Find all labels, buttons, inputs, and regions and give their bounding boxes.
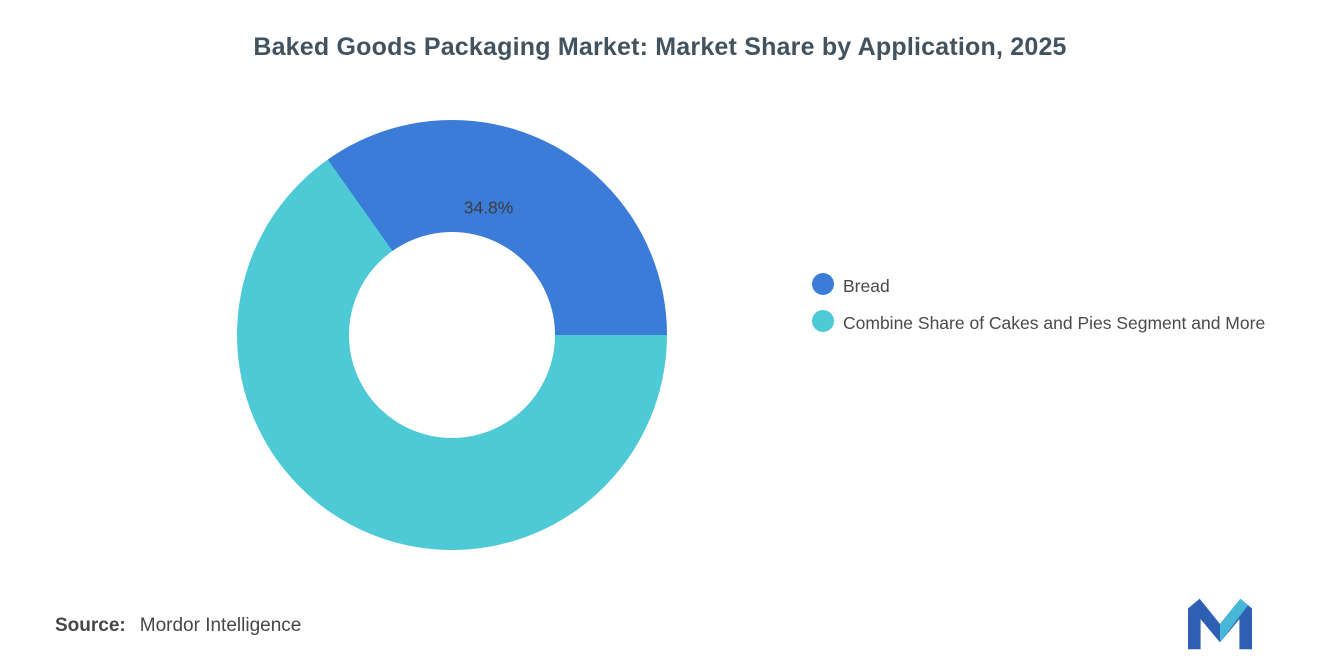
slice-label-bread: 34.8% [463,197,514,218]
source-value: Mordor Intelligence [139,615,302,636]
legend-label: Combine Share of Cakes and Pies Segment … [843,313,1266,333]
legend-label: Bread [843,276,890,296]
chart-title: Baked Goods Packaging Market: Market Sha… [253,33,1067,61]
donut-chart: 34.8% [237,120,667,550]
source-label: Source: [55,615,126,636]
donut-hole [349,232,555,438]
logo-accent-shape [1220,598,1249,643]
source-row: Source: Mordor Intelligence [55,615,301,637]
legend-swatch [812,273,834,295]
legend-swatch [812,310,834,332]
legend-item-bread: Bread [812,272,1292,300]
chart-legend: Bread Combine Share of Cakes and Pies Se… [812,272,1292,346]
mordor-intelligence-logo [1188,598,1252,650]
legend-item-cakes-pies: Combine Share of Cakes and Pies Segment … [812,309,1292,337]
